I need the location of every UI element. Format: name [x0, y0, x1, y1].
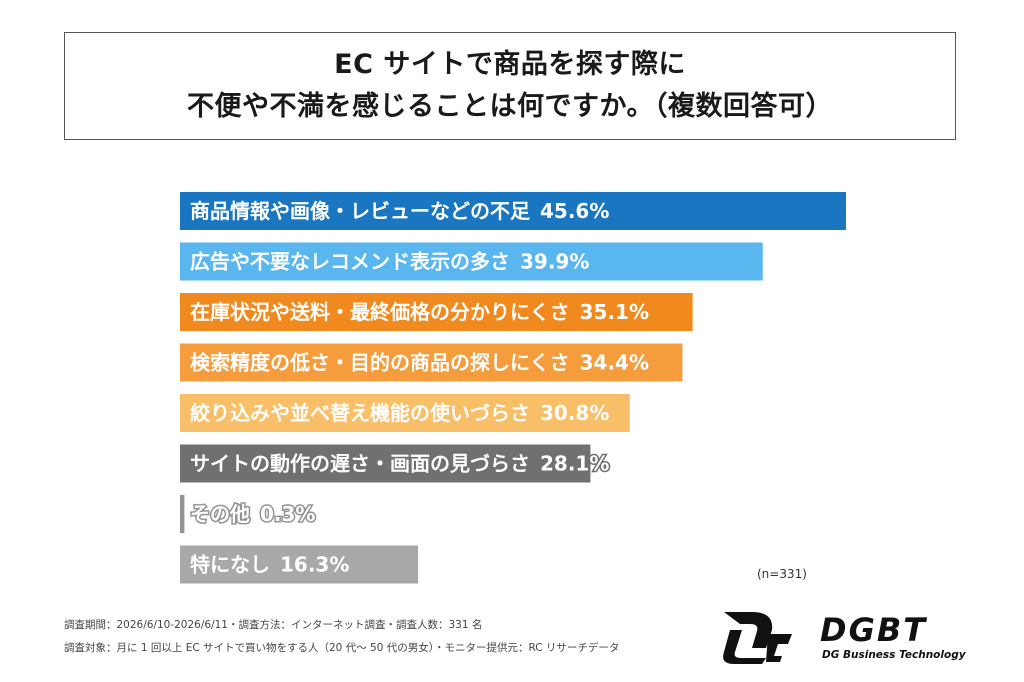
- bar-label-6: サイトの動作の遅さ・画面の見づらさ 28.1%: [190, 452, 609, 476]
- value-label-7: 0.3%: [250, 502, 315, 526]
- dg-emblem-icon: [723, 612, 792, 664]
- bar-8: [180, 545, 419, 584]
- category-label-7: その他: [190, 502, 250, 526]
- bar-label-3: 在庫状況や送料・最終価格の分かりにくさ 35.1%: [190, 300, 649, 324]
- dgbt-logo: DGBT DG Business Technology: [723, 611, 967, 664]
- bar-5: [180, 394, 630, 432]
- bar-6: [180, 444, 591, 483]
- category-label-6: サイトの動作の遅さ・画面の見づらさ: [190, 452, 530, 476]
- bar-label-4: 検索精度の低さ・目的の商品の探しにくさ 34.4%: [190, 351, 649, 375]
- logo-name: DGBT: [820, 611, 927, 649]
- value-label-5: 30.8%: [530, 401, 609, 425]
- bar-chart: 商品情報や画像・レビューなどの不足 45.6% 広告や不要なレコメンド表示の多さ …: [180, 192, 846, 584]
- value-label-2: 39.9%: [510, 250, 589, 274]
- survey-footnote-1: 調査期間：2026/6/10-2026/6/11・調査方法：インターネット調査・…: [64, 619, 483, 631]
- value-label-1: 45.6%: [530, 199, 609, 223]
- bar-7: [180, 495, 185, 533]
- bar-label-8: 特になし 16.3%: [190, 553, 349, 577]
- title-box: EC サイトで商品を探す際に 不便や不満を感じることは何ですか。（複数回答可）: [64, 32, 956, 140]
- value-label-6: 28.1%: [530, 452, 609, 476]
- category-label-4: 検索精度の低さ・目的の商品の探しにくさ: [190, 351, 570, 375]
- bar-label-2: 広告や不要なレコメンド表示の多さ 39.9%: [190, 250, 589, 274]
- value-label-8: 16.3%: [270, 553, 349, 577]
- value-label-4: 34.4%: [570, 351, 649, 375]
- category-label-8: 特になし: [190, 553, 270, 577]
- category-label-3: 在庫状況や送料・最終価格の分かりにくさ: [190, 300, 570, 324]
- bar-2: [180, 242, 763, 281]
- bar-3: [180, 293, 693, 331]
- bar-label-5: 絞り込みや並べ替え機能の使いづらさ 30.8%: [190, 401, 609, 425]
- bar-label-7: その他 0.3%: [190, 502, 315, 526]
- value-label-3: 35.1%: [570, 300, 649, 324]
- bar-label-1: 商品情報や画像・レビューなどの不足 45.6%: [190, 199, 609, 223]
- category-label-1: 商品情報や画像・レビューなどの不足: [190, 199, 531, 223]
- logo-tagline: DG Business Technology: [822, 649, 967, 661]
- category-label-2: 広告や不要なレコメンド表示の多さ: [190, 250, 510, 274]
- sample-size-label: (n=331): [757, 567, 807, 581]
- survey-footnote-2: 調査対象：月に 1 回以上 EC サイトで買い物をする人（20 代〜 50 代の…: [64, 642, 620, 654]
- category-label-5: 絞り込みや並べ替え機能の使いづらさ: [190, 401, 530, 425]
- bar-4: [180, 343, 683, 382]
- bar-1: [180, 192, 846, 230]
- chart-title-line1: EC サイトで商品を探す際に: [334, 49, 686, 80]
- chart-title-line2: 不便や不満を感じることは何ですか。（複数回答可）: [187, 91, 833, 122]
